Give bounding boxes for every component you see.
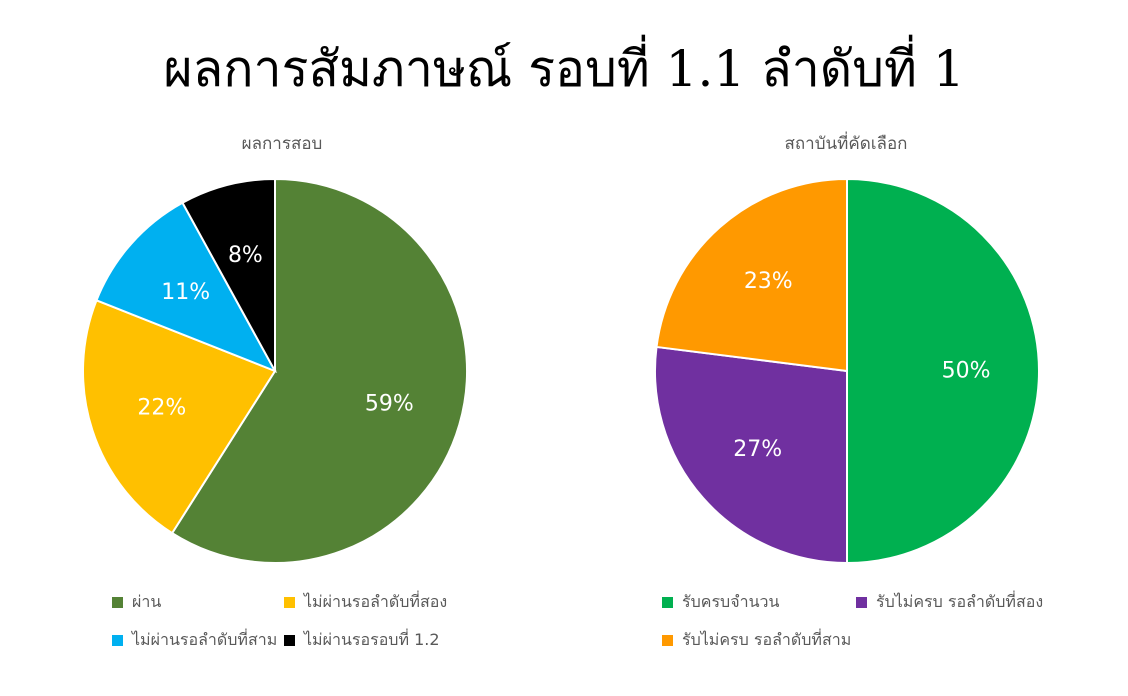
legend-label: ผ่าน	[132, 592, 162, 611]
chart-panel-selected-institutions: สถาบันที่คัดเลือก 50% 27% 23% รับครบจำนวนร…	[564, 120, 1128, 680]
legend-label: ไม่ผ่านรอลำดับที่สาม	[132, 630, 278, 649]
pie-data-label: 11%	[161, 280, 210, 305]
pie-chart-selected-institutions: 50% 27% 23%	[654, 177, 1040, 565]
legend-item: ไม่ผ่านรอลำดับที่สอง	[284, 590, 447, 615]
pie-data-label: 22%	[137, 395, 186, 420]
legend-swatch	[284, 597, 295, 608]
pie-slice	[181, 177, 276, 372]
pie-slice	[654, 345, 848, 565]
chart-panel-exam-results: ผลการสอบ 59% 22% 11% 8% ผ่าน ไม่ผ่านรอลำดับท…	[0, 120, 564, 680]
pie-data-label: 59%	[365, 392, 414, 417]
legend-swatch	[662, 597, 673, 608]
legend-item: รับไม่ครบ รอลำดับที่สาม	[662, 628, 851, 653]
page-title: ผลการสัมภาษณ์ รอบที่ 1.1 ลำดับที่ 1	[163, 40, 965, 98]
legend-label: รับไม่ครบ รอลำดับที่สาม	[682, 630, 852, 649]
legend-swatch	[112, 597, 123, 608]
legend-label: ไม่ผ่านรอรอบที่ 1.2	[304, 630, 440, 649]
legend-label: รับไม่ครบ รอลำดับที่สอง	[876, 592, 1044, 611]
legend-item: ผ่าน	[112, 590, 161, 615]
legend-item: ไม่ผ่านรอรอบที่ 1.2	[284, 628, 440, 653]
pie-slice	[95, 201, 278, 373]
legend-item: ไม่ผ่านรอลำดับที่สาม	[112, 628, 277, 653]
pie-data-label: 27%	[733, 437, 782, 462]
legend-swatch	[284, 635, 295, 646]
pie-data-label: 50%	[942, 359, 991, 384]
legend-swatch	[112, 635, 123, 646]
chart-title: ผลการสอบ	[241, 134, 323, 154]
pie-data-label: 8%	[228, 243, 263, 268]
legend-label: รับครบจำนวน	[682, 592, 780, 611]
legend-item: รับไม่ครบ รอลำดับที่สอง	[856, 590, 1043, 615]
chart-title: สถาบันที่คัดเลือก	[784, 134, 908, 154]
pie-chart-exam-results: 59% 22% 11% 8%	[82, 177, 468, 564]
legend-swatch	[856, 597, 867, 608]
pie-slice	[82, 299, 277, 535]
pie-slice	[655, 177, 848, 373]
legend-item: รับครบจำนวน	[662, 590, 779, 615]
legend-label: ไม่ผ่านรอลำดับที่สอง	[304, 592, 448, 611]
pie-data-label: 23%	[744, 269, 793, 294]
pie-slice	[170, 177, 468, 564]
legend-swatch	[662, 635, 673, 646]
pie-slice	[846, 177, 1040, 565]
